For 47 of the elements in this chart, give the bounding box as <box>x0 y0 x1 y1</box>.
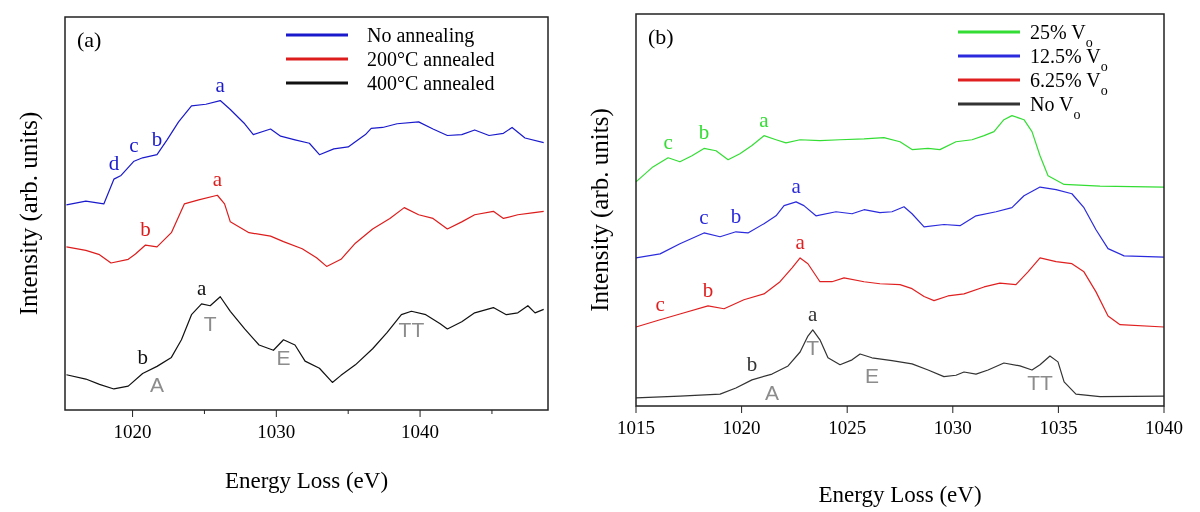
chart-title: (b) <box>648 24 674 49</box>
annotation: a <box>759 107 770 132</box>
legend-label: 25% V$_{o}$ <box>1030 21 1093 50</box>
x-tick-label: 1030 <box>257 421 296 442</box>
annotation: c <box>655 291 665 316</box>
annotation: E <box>864 364 879 388</box>
x-axis-title: Energy Loss (eV) <box>818 482 982 507</box>
legend-label: 200°C annealed <box>367 48 495 70</box>
annotation: A <box>765 380 780 404</box>
annotation: b <box>137 345 148 370</box>
annotation: TT <box>1027 371 1054 395</box>
x-tick-label: 1040 <box>1145 417 1183 438</box>
annotation: b <box>746 351 758 376</box>
legend-label: 400°C annealed <box>367 72 495 94</box>
annotation: d <box>108 151 120 176</box>
x-tick-label: 1025 <box>828 417 867 438</box>
x-axis-title: Energy Loss (eV) <box>224 468 389 493</box>
annotation: b <box>702 277 714 302</box>
annotation: T <box>806 336 820 360</box>
chart-title: (a) <box>77 27 102 52</box>
annotation: a <box>795 229 806 254</box>
legend-label: No V$_{o}$ <box>1030 93 1081 122</box>
annotation: a <box>215 72 226 97</box>
y-axis-title: Intensity (arb. units) <box>15 111 43 316</box>
annotation: a <box>196 275 207 300</box>
annotation: b <box>151 126 163 151</box>
x-tick-label: 1030 <box>933 417 972 438</box>
annotation: b <box>698 120 710 145</box>
y-axis-title: Intensity (arb. units) <box>586 108 614 312</box>
annotation: b <box>730 203 742 228</box>
annotation: TT <box>398 317 425 341</box>
x-tick-label: 1020 <box>722 417 761 438</box>
annotation: A <box>149 372 165 396</box>
annotation: a <box>212 167 223 192</box>
x-tick-label: 1035 <box>1039 417 1078 438</box>
annotation: T <box>203 312 217 336</box>
annotation: a <box>791 173 802 198</box>
x-tick-label: 1040 <box>401 421 440 442</box>
annotation: a <box>808 301 819 326</box>
annotation: b <box>140 217 151 242</box>
legend-label: No annealing <box>367 24 475 47</box>
annotation: c <box>663 129 673 154</box>
annotation: c <box>699 204 709 229</box>
annotation: E <box>276 346 291 370</box>
x-tick-label: 1020 <box>113 421 152 442</box>
x-tick-label: 1015 <box>617 417 655 438</box>
annotation: c <box>129 133 139 158</box>
